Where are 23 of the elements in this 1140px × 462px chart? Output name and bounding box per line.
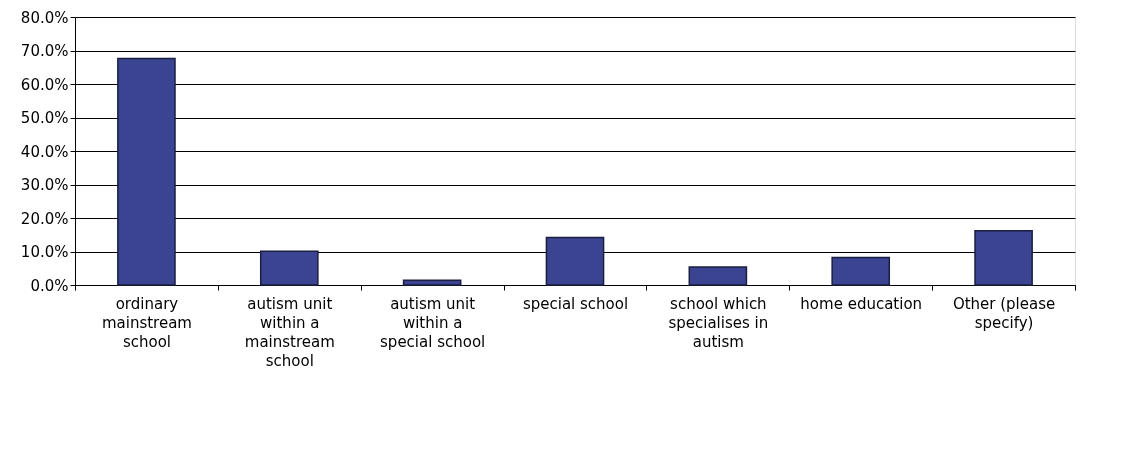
x-tick-label: home education [800,294,923,313]
bar [402,279,462,286]
y-tick-label: 80.0% [20,8,69,27]
bar [259,250,319,286]
bar [117,57,176,286]
y-tick-label: 40.0% [20,142,69,161]
x-tick-label: special school [522,294,629,313]
bar [831,256,891,286]
x-tick-label: school which specialises in autism [668,294,769,351]
y-tick-label: 30.0% [20,176,69,194]
y-tick-label: 10.0% [20,243,69,261]
y-tick-label: 60.0% [20,75,69,94]
y-tick-label: 70.0% [20,42,69,60]
x-tick-label: autism unit within a mainstream school [244,294,335,370]
y-tick-label: 0.0% [30,276,69,295]
x-tick-label: autism unit within a special school [380,294,486,351]
x-tick-label: ordinary mainstream school [101,294,192,351]
y-tick-label: 20.0% [20,209,69,228]
x-tick-label: Other (please specify) [952,294,1056,332]
y-tick-label: 50.0% [20,109,69,127]
bar [974,229,1033,286]
bar [545,236,605,286]
bar [688,266,748,286]
